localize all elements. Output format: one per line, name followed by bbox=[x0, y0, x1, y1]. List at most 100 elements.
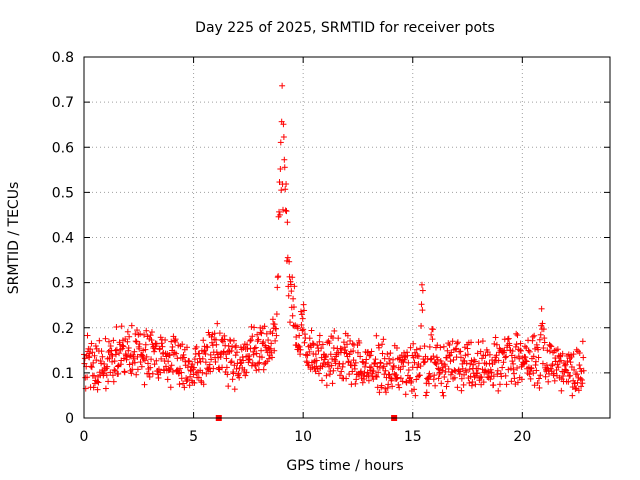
data-point bbox=[287, 281, 294, 288]
data-point bbox=[374, 363, 381, 370]
data-point bbox=[517, 340, 524, 347]
data-point bbox=[271, 347, 278, 354]
data-point bbox=[543, 362, 550, 369]
data-point bbox=[480, 379, 487, 386]
data-point bbox=[159, 343, 166, 350]
data-point bbox=[265, 337, 272, 344]
data-point bbox=[383, 360, 390, 367]
data-point bbox=[306, 348, 313, 355]
data-point bbox=[390, 356, 397, 363]
data-point bbox=[257, 329, 264, 336]
data-point bbox=[516, 355, 523, 362]
data-point bbox=[440, 392, 447, 399]
data-point bbox=[263, 330, 270, 337]
data-point bbox=[149, 370, 156, 377]
data-point bbox=[115, 370, 122, 377]
data-point bbox=[283, 208, 290, 215]
data-point bbox=[223, 355, 230, 362]
data-point bbox=[236, 374, 243, 381]
data-point bbox=[457, 354, 464, 361]
data-point bbox=[522, 357, 529, 364]
data-point bbox=[158, 355, 165, 362]
data-point bbox=[534, 380, 541, 387]
data-point bbox=[178, 369, 185, 376]
data-point bbox=[109, 372, 116, 379]
data-point bbox=[316, 338, 323, 345]
data-point bbox=[87, 346, 94, 353]
data-point bbox=[397, 375, 404, 382]
data-point bbox=[184, 364, 191, 371]
data-point bbox=[296, 332, 303, 339]
y-tick-label: 0 bbox=[65, 411, 74, 427]
data-point bbox=[571, 366, 578, 373]
data-point bbox=[405, 367, 412, 374]
data-point bbox=[511, 354, 518, 361]
data-point bbox=[454, 339, 461, 346]
data-point bbox=[514, 379, 521, 386]
data-point bbox=[303, 351, 310, 358]
data-point bbox=[484, 374, 491, 381]
data-point bbox=[380, 363, 387, 370]
data-point bbox=[231, 386, 238, 393]
data-point bbox=[368, 363, 375, 370]
data-point bbox=[203, 370, 210, 377]
data-point bbox=[430, 353, 437, 360]
data-point bbox=[418, 301, 425, 308]
data-point bbox=[508, 352, 515, 359]
data-point bbox=[394, 374, 401, 381]
data-point bbox=[151, 348, 158, 355]
data-point bbox=[120, 343, 127, 350]
data-point bbox=[106, 355, 113, 362]
data-point bbox=[180, 354, 187, 361]
data-point bbox=[289, 274, 296, 281]
data-point bbox=[511, 375, 518, 382]
data-point bbox=[419, 287, 426, 294]
data-point bbox=[325, 359, 332, 366]
data-point bbox=[375, 344, 382, 351]
data-point bbox=[275, 273, 282, 280]
data-point bbox=[204, 344, 211, 351]
data-point bbox=[408, 378, 415, 385]
data-point bbox=[99, 353, 106, 360]
data-point bbox=[572, 386, 579, 393]
data-point bbox=[503, 353, 510, 360]
data-point bbox=[372, 373, 379, 380]
data-point bbox=[327, 351, 334, 358]
data-point bbox=[454, 384, 461, 391]
data-point bbox=[291, 283, 298, 290]
data-point bbox=[518, 347, 525, 354]
data-point bbox=[390, 362, 397, 369]
data-point bbox=[448, 349, 455, 356]
data-point bbox=[280, 206, 287, 213]
data-point bbox=[261, 361, 268, 368]
x-tick-label: 10 bbox=[294, 429, 312, 445]
data-point bbox=[304, 352, 311, 359]
data-point bbox=[210, 365, 217, 372]
data-point bbox=[466, 379, 473, 386]
data-point bbox=[277, 165, 284, 172]
data-point bbox=[125, 344, 132, 351]
data-point bbox=[441, 373, 448, 380]
data-point bbox=[209, 342, 216, 349]
data-point bbox=[467, 373, 474, 380]
data-point bbox=[102, 385, 109, 392]
data-point bbox=[429, 336, 436, 343]
data-point bbox=[134, 327, 141, 334]
data-point bbox=[172, 336, 179, 343]
data-point bbox=[570, 351, 577, 358]
data-point bbox=[530, 370, 537, 377]
data-point bbox=[487, 376, 494, 383]
data-point bbox=[413, 376, 420, 383]
data-point bbox=[116, 341, 123, 348]
data-point bbox=[531, 332, 538, 339]
data-point bbox=[313, 357, 320, 364]
data-point bbox=[308, 344, 315, 351]
data-point bbox=[168, 362, 175, 369]
data-point bbox=[557, 357, 564, 364]
data-point bbox=[176, 381, 183, 388]
data-point bbox=[527, 375, 534, 382]
data-point bbox=[88, 364, 95, 371]
data-point bbox=[500, 359, 507, 366]
data-point bbox=[421, 343, 428, 350]
data-point bbox=[344, 341, 350, 348]
